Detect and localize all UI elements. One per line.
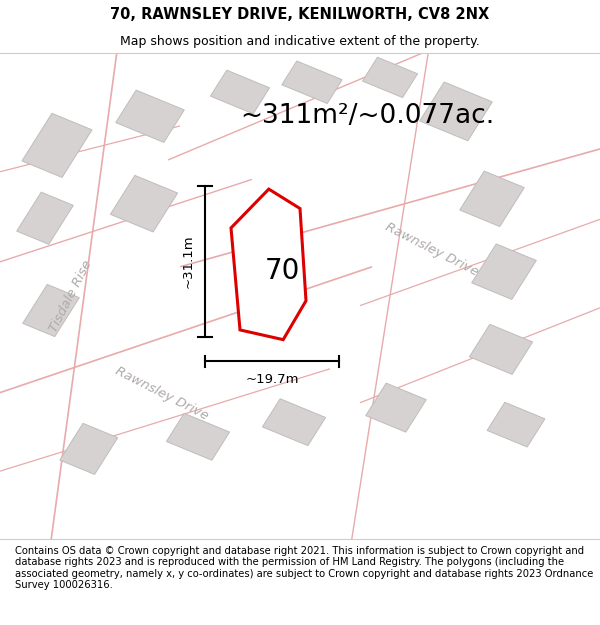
Polygon shape: [166, 413, 230, 460]
Text: ~19.7m: ~19.7m: [245, 374, 299, 386]
Polygon shape: [282, 61, 342, 104]
Polygon shape: [419, 82, 493, 141]
Polygon shape: [17, 192, 73, 244]
Polygon shape: [211, 70, 269, 114]
Text: Rawnsley Drive: Rawnsley Drive: [383, 221, 481, 279]
Polygon shape: [110, 176, 178, 232]
Polygon shape: [362, 58, 418, 98]
Text: Map shows position and indicative extent of the property.: Map shows position and indicative extent…: [120, 35, 480, 48]
Polygon shape: [231, 189, 306, 339]
Polygon shape: [460, 171, 524, 226]
Text: ~311m²/~0.077ac.: ~311m²/~0.077ac.: [240, 103, 494, 129]
Polygon shape: [469, 324, 533, 374]
Polygon shape: [366, 383, 426, 432]
Text: Rawnsley Drive: Rawnsley Drive: [113, 364, 211, 422]
Polygon shape: [23, 284, 79, 337]
Text: Contains OS data © Crown copyright and database right 2021. This information is : Contains OS data © Crown copyright and d…: [15, 546, 593, 591]
Text: ~31.1m: ~31.1m: [182, 234, 195, 288]
Polygon shape: [472, 244, 536, 299]
Polygon shape: [60, 423, 118, 474]
Polygon shape: [487, 402, 545, 447]
Text: 70: 70: [265, 257, 300, 285]
Polygon shape: [116, 90, 184, 142]
Text: Tisdale Rise: Tisdale Rise: [47, 258, 95, 334]
Polygon shape: [22, 113, 92, 178]
Polygon shape: [262, 399, 326, 446]
Text: 70, RAWNSLEY DRIVE, KENILWORTH, CV8 2NX: 70, RAWNSLEY DRIVE, KENILWORTH, CV8 2NX: [110, 8, 490, 22]
